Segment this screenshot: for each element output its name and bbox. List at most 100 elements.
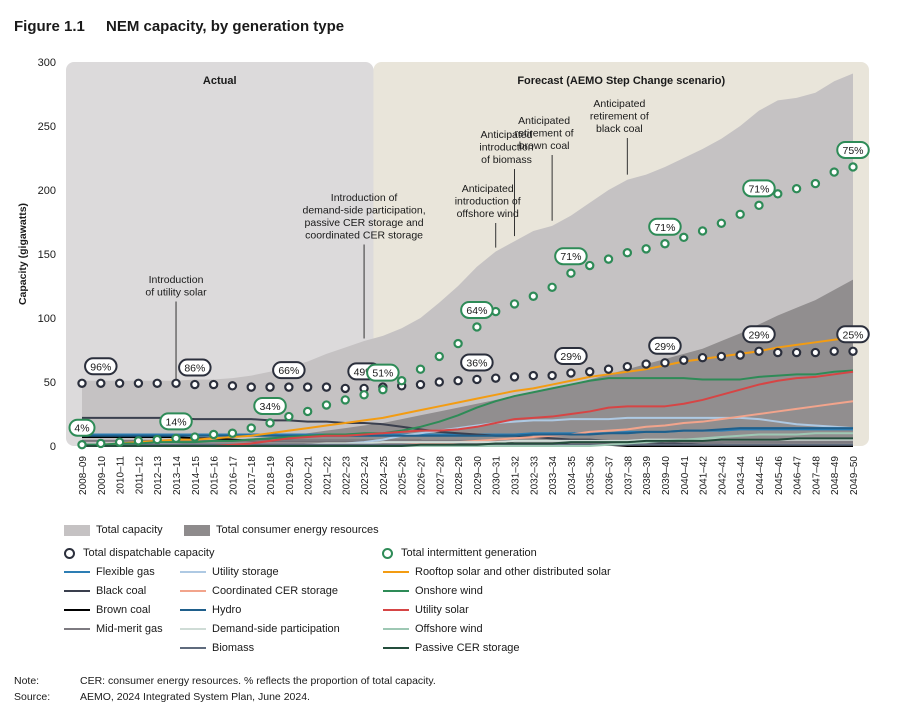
x-tick-label: 2048–49 [830,456,841,495]
percent-callout: 66% [272,361,306,380]
legend-item: Mid-merit gas [64,623,163,635]
marker-point [133,378,144,388]
legend-label: Passive CER storage [415,642,520,654]
legend-label: Coordinated CER storage [212,585,338,597]
percent-callout: 75% [836,140,870,159]
legend-line [180,647,206,649]
marker-point [472,322,482,332]
legend-line [383,590,409,592]
x-tick-label: 2011–12 [134,456,145,495]
figure-number: Figure 1.1 [14,18,85,35]
x-tick-label: 2014–15 [191,456,202,495]
annotation-text: coordinated CER storage [305,230,423,242]
percent-callout: 29% [554,347,588,366]
x-tick-label: 2027–28 [435,456,446,495]
marker-point [585,260,595,271]
callout-bubble [742,325,776,344]
series-line [82,437,853,447]
callout-text: 86% [184,363,205,375]
legend-item: Utility storage [180,566,279,578]
marker-point [547,282,557,292]
x-tick-label: 2031–32 [511,456,522,495]
percent-callout: 71% [648,217,682,236]
marker-point [660,358,670,368]
legend-item: Black coal [64,585,146,597]
marker-point [190,379,200,390]
legend-label: Biomass [212,642,255,654]
legend-label: Total capacity [96,524,163,536]
marker-point [265,418,275,428]
x-tick-label: 2020–21 [304,456,315,495]
callout-text: 96% [90,361,111,373]
legend-item: Total consumer energy resources [184,524,379,536]
x-tick-label: 2036–37 [605,456,616,495]
callout-text: 75% [842,145,863,157]
legend-item: Biomass [180,642,254,654]
legend-item: Total capacity [64,524,163,536]
legend-item: Hydro [180,604,241,616]
legend-line [64,609,90,611]
marker-point [190,432,200,442]
source-text: AEMO, 2024 Integrated System Plan, June … [80,691,310,703]
callout-text: 34% [260,401,281,413]
x-tick-label: 2010–11 [116,456,127,495]
marker-point [246,382,256,392]
marker-point [472,374,482,385]
marker-point [302,382,313,392]
callout-text: 25% [842,329,863,341]
percent-callout: 51% [366,363,400,382]
legend-label: Flexible gas [96,566,155,578]
marker-point [566,368,576,378]
x-tick-label: 2016–17 [228,456,239,495]
note-text: CER: consumer energy resources. % reflec… [80,675,436,687]
legend-item: Demand-side participation [180,623,340,635]
legend-line [383,647,409,649]
marker-point [171,433,181,444]
y-tick-label: 300 [38,57,56,69]
callout-bubble [159,412,193,431]
marker-point [679,355,689,365]
marker-point [773,189,783,199]
callout-bubble [648,217,682,236]
legend-label: Onshore wind [415,585,483,597]
annotation-text: Introduction [149,274,204,286]
x-tick-label: 2041–42 [699,456,710,495]
region-actual [66,62,374,446]
x-tick-label: 2032–33 [529,456,540,495]
legend-line [180,571,206,573]
x-tick-label: 2009–10 [97,456,108,495]
total-cer-area [82,279,853,446]
x-tick-label: 2040–41 [680,456,691,495]
percent-callout: 96% [84,357,118,376]
legend-label: Rooftop solar and other distributed sola… [415,566,611,578]
legend-label: Total consumer energy resources [216,524,379,536]
marker-point [321,400,332,410]
annotation-text: demand-side participation, [302,205,425,217]
legend-label: Offshore wind [415,623,483,635]
y-axis-label: Capacity (gigawatts) [17,203,29,305]
marker-point [754,200,764,211]
percent-callout: 71% [742,179,776,198]
marker-point [114,378,125,388]
series-line [82,369,854,446]
marker-point [302,406,313,417]
annotation-text: brown coal [519,140,570,152]
marker-point [735,209,745,220]
marker-point [114,437,125,447]
marker-point [697,352,708,363]
x-tick-label: 2021–22 [322,456,333,495]
marker-point [810,347,821,358]
marker-point [603,254,614,264]
marker-point [660,239,670,249]
region-label: Forecast (AEMO Step Change scenario) [517,75,725,87]
marker-point [284,382,294,392]
annotation-text: Anticipated [518,115,570,127]
y-tick-label: 250 [38,121,56,133]
marker-point [622,248,633,258]
callout-text: 71% [654,222,675,234]
annotation-text: Anticipated [462,183,514,195]
